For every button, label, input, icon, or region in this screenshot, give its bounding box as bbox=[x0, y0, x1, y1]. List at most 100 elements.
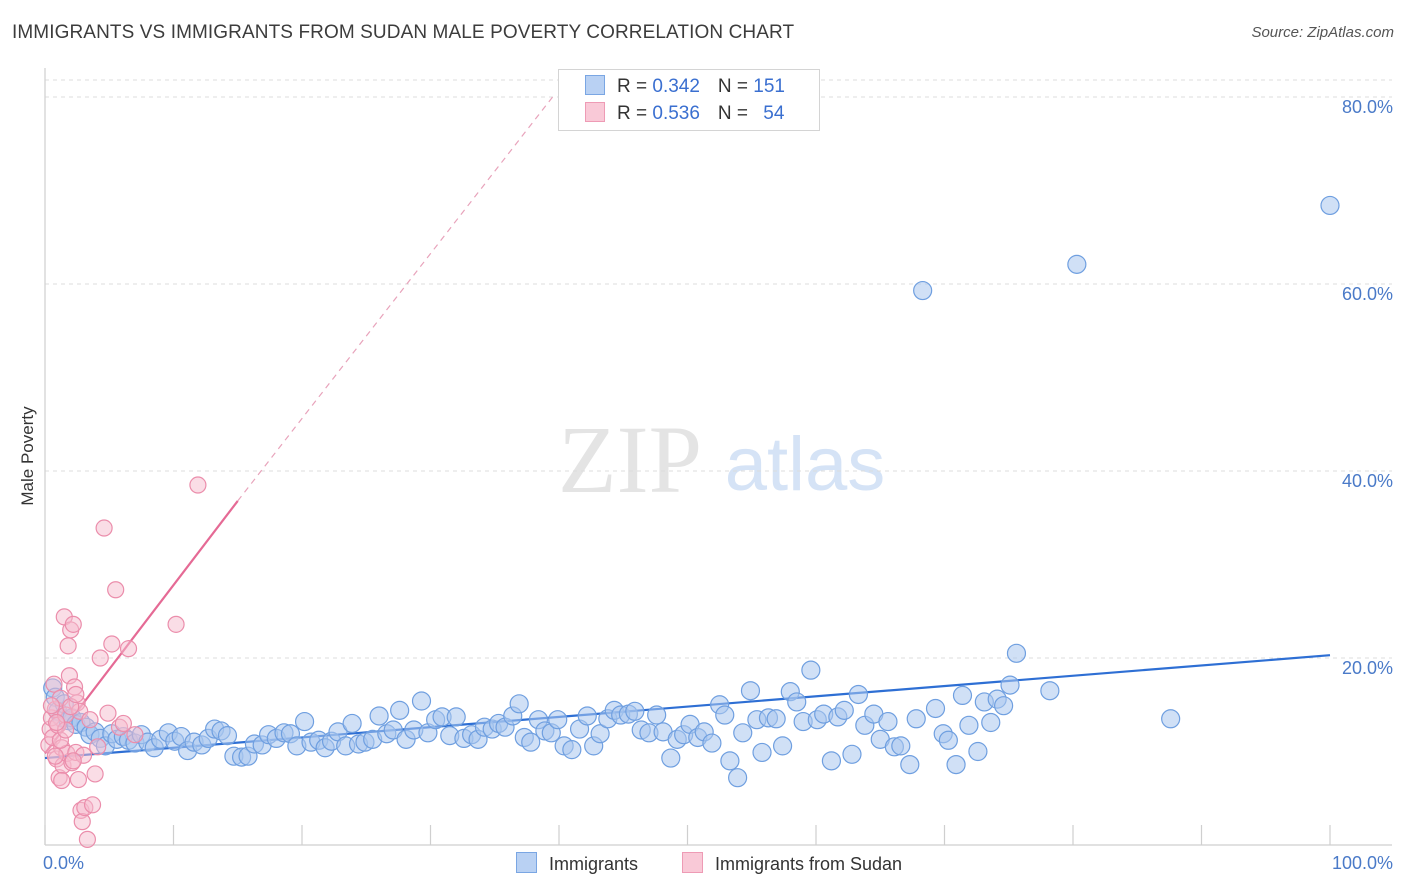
data-point-sudan bbox=[83, 796, 102, 814]
data-point-immigrants bbox=[1161, 709, 1181, 729]
data-point-immigrants bbox=[848, 684, 869, 705]
y-tick-label: 60.0% bbox=[1342, 284, 1393, 304]
data-point-immigrants bbox=[801, 660, 821, 680]
legend-swatch-blue bbox=[516, 852, 537, 873]
data-point-sudan bbox=[64, 752, 82, 770]
data-point-immigrants bbox=[411, 691, 432, 711]
data-point-immigrants bbox=[834, 700, 854, 720]
data-point-immigrants bbox=[946, 754, 966, 775]
data-point-sudan bbox=[167, 615, 185, 633]
data-point-immigrants bbox=[548, 710, 568, 730]
data-point-sudan bbox=[89, 738, 107, 756]
data-point-sudan bbox=[95, 519, 113, 537]
correlation-legend: R = 0.342 N = 151 R = 0.536 N = 54 bbox=[558, 69, 820, 131]
data-point-sudan bbox=[46, 747, 64, 765]
data-point-immigrants bbox=[562, 740, 582, 760]
data-point-immigrants bbox=[787, 692, 807, 712]
tick-labels: 20.0% 40.0% 60.0% 80.0% 0.0% 100.0% bbox=[43, 97, 1393, 873]
legend-n-label: N = bbox=[717, 76, 754, 97]
legend-r-value: 0.342 bbox=[652, 76, 700, 97]
legend-n-label: N = bbox=[717, 103, 754, 124]
data-point-immigrants bbox=[577, 706, 597, 726]
data-point-sudan bbox=[47, 713, 66, 732]
data-point-immigrants bbox=[647, 705, 667, 725]
data-point-immigrants bbox=[294, 711, 315, 732]
data-point-sudan bbox=[59, 637, 77, 655]
data-point-sudan bbox=[73, 813, 91, 831]
y-tick-label: 80.0% bbox=[1342, 97, 1393, 117]
data-point-immigrants bbox=[959, 715, 979, 735]
data-point-immigrants bbox=[766, 709, 786, 729]
legend-row-immigrants: R = 0.342 N = 151 bbox=[585, 75, 785, 99]
data-point-immigrants bbox=[625, 701, 645, 721]
data-point-immigrants bbox=[906, 709, 926, 729]
x-tick-label-min: 0.0% bbox=[43, 853, 84, 873]
data-point-sudan bbox=[91, 649, 109, 667]
data-point-immigrants bbox=[715, 705, 735, 725]
data-point-sudan bbox=[126, 726, 144, 744]
legend-n-value: 54 bbox=[763, 103, 785, 124]
legend-n-value: 151 bbox=[753, 76, 785, 97]
legend-swatch-pink bbox=[682, 852, 703, 873]
data-point-immigrants bbox=[521, 732, 541, 752]
data-point-immigrants bbox=[842, 744, 862, 764]
chart-title: IMMIGRANTS VS IMMIGRANTS FROM SUDAN MALE… bbox=[12, 22, 795, 43]
data-point-immigrants bbox=[994, 696, 1014, 716]
data-point-sudan bbox=[64, 615, 82, 633]
data-point-immigrants bbox=[590, 724, 610, 744]
data-point-immigrants bbox=[702, 733, 722, 753]
trend-line-sudan-extension bbox=[237, 96, 554, 502]
axes bbox=[44, 68, 1392, 846]
data-point-immigrants bbox=[661, 748, 681, 768]
data-point-sudan bbox=[86, 765, 104, 783]
data-point-sudan bbox=[45, 675, 63, 693]
data-point-immigrants bbox=[925, 698, 946, 719]
legend-swatch-blue bbox=[585, 75, 605, 95]
data-point-sudan bbox=[114, 714, 132, 733]
data-point-immigrants bbox=[1006, 643, 1027, 663]
data-point-immigrants bbox=[740, 681, 761, 701]
data-point-immigrants bbox=[968, 741, 988, 762]
data-point-sudan bbox=[42, 697, 61, 715]
data-point-sudan bbox=[99, 704, 117, 722]
legend-swatch-pink bbox=[585, 102, 605, 122]
data-point-immigrants bbox=[217, 726, 238, 746]
data-point-immigrants bbox=[913, 280, 933, 301]
data-point-immigrants bbox=[821, 751, 842, 771]
data-point-immigrants bbox=[383, 720, 403, 740]
grid bbox=[45, 79, 1392, 659]
data-point-sudan bbox=[103, 635, 121, 653]
data-point-immigrants bbox=[720, 751, 740, 771]
y-tick-label: 20.0% bbox=[1342, 658, 1393, 678]
series-immigrants-points bbox=[43, 195, 1340, 788]
data-point-immigrants bbox=[509, 694, 529, 714]
data-point-immigrants bbox=[1067, 254, 1087, 274]
data-point-immigrants bbox=[342, 713, 362, 734]
watermark: ZIP atlas bbox=[558, 406, 885, 513]
data-point-immigrants bbox=[981, 712, 1001, 733]
legend-r-label: R = bbox=[617, 76, 653, 97]
source-label: Source: ZipAtlas.com bbox=[1251, 24, 1394, 41]
data-point-sudan bbox=[81, 711, 99, 729]
data-point-sudan bbox=[78, 830, 97, 848]
data-point-immigrants bbox=[752, 742, 772, 763]
data-point-sudan bbox=[189, 476, 207, 494]
legend-label-immigrants: Immigrants bbox=[549, 854, 639, 874]
data-point-immigrants bbox=[446, 707, 466, 727]
data-point-immigrants bbox=[728, 768, 748, 788]
data-point-sudan bbox=[53, 771, 71, 790]
legend-item-sudan: Immigrants from Sudan bbox=[682, 852, 902, 875]
watermark-zip: ZIP bbox=[558, 406, 702, 513]
data-point-immigrants bbox=[733, 723, 753, 743]
legend-label-sudan: Immigrants from Sudan bbox=[715, 854, 903, 874]
data-point-immigrants bbox=[891, 736, 911, 756]
data-point-immigrants bbox=[390, 700, 410, 720]
series-sudan-points bbox=[40, 476, 207, 848]
data-point-sudan bbox=[119, 640, 138, 658]
data-point-immigrants bbox=[1040, 681, 1060, 701]
data-point-sudan bbox=[67, 685, 85, 704]
legend-row-sudan: R = 0.536 N = 54 bbox=[585, 102, 784, 126]
data-point-sudan bbox=[107, 581, 125, 599]
data-point-sudan bbox=[69, 770, 88, 789]
